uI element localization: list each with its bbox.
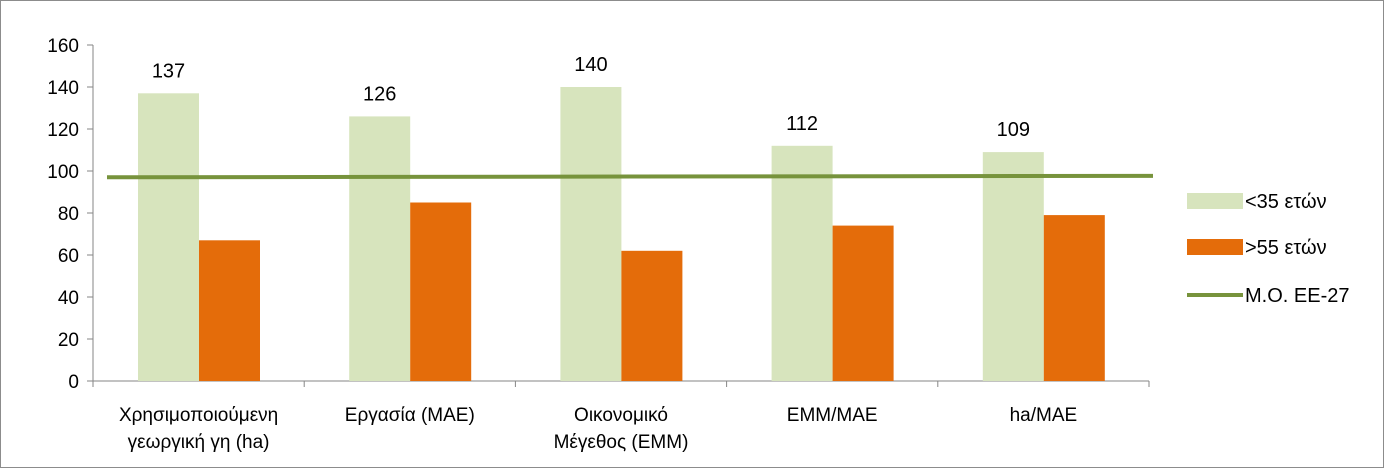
bar-series-2 [1043,215,1105,381]
bar-series-1 [349,116,411,382]
bar-series-2 [410,202,472,381]
bar-series-2 [199,240,260,381]
data-label: 126 [363,83,396,105]
legend-swatch-2 [1187,239,1243,255]
x-category-label: Εργασία (ΜΑΕ) [345,405,475,426]
x-category-label-line: ΕΜΜ/ΜΑΕ [787,405,878,426]
average-line [106,173,1154,180]
x-category-label-line: Χρησιμοποιούμενη [119,405,278,426]
bars [138,87,1105,382]
x-category-label-line: Οικονομικό [574,405,668,426]
legend: <35 ετών >55 ετών Μ.Ο. ΕΕ-27 [1187,191,1349,307]
axes: 0 20 40 60 80 100 120 140 160 [47,36,1150,393]
legend-label: Μ.Ο. ΕΕ-27 [1245,285,1349,307]
x-category-label-line: Μέγεθος (ΕΜΜ) [554,432,689,453]
legend-label: <35 ετών [1245,191,1327,213]
bar-series-2 [621,250,683,381]
legend-swatch-1 [1187,193,1243,209]
y-tick-label: 0 [68,372,79,393]
data-label: 137 [152,60,185,82]
bar-series-1 [560,87,622,381]
y-tick-label: 20 [58,330,79,351]
x-category-label-line: γεωργική γη (ha) [128,432,270,453]
x-category-label-line: ha/ΜΑΕ [1010,405,1078,426]
labels: Χρησιμοποιούμενη γεωργική γη (ha) Εργασία … [119,54,1077,453]
x-category-label: ΕΜΜ/ΜΑΕ [787,405,878,426]
data-label: 112 [786,113,818,135]
legend-label: >55 ετών [1245,237,1327,259]
x-category-label: ha/ΜΑΕ [1010,405,1078,426]
bar-series-1 [771,145,833,381]
x-category-label: Χρησιμοποιούμενη γεωργική γη (ha) [119,405,278,453]
y-tick-label: 120 [47,120,79,141]
x-category-label-line: Εργασία (ΜΑΕ) [345,405,475,426]
bar-series-2 [832,225,894,381]
y-tick-label: 100 [47,162,79,183]
y-tick-label: 40 [58,288,79,309]
average-line-mark [106,173,1154,180]
y-tick-label: 160 [47,36,79,57]
y-tick-label: 60 [58,246,79,267]
y-tick-label: 80 [58,204,79,225]
data-label: 140 [574,54,607,76]
x-category-label: Οικονομικό Μέγεθος (ΕΜΜ) [554,405,689,453]
data-label: 109 [997,119,1030,141]
bar-series-1 [982,152,1044,381]
bar-series-1 [138,93,199,382]
y-tick-label: 140 [47,78,79,99]
